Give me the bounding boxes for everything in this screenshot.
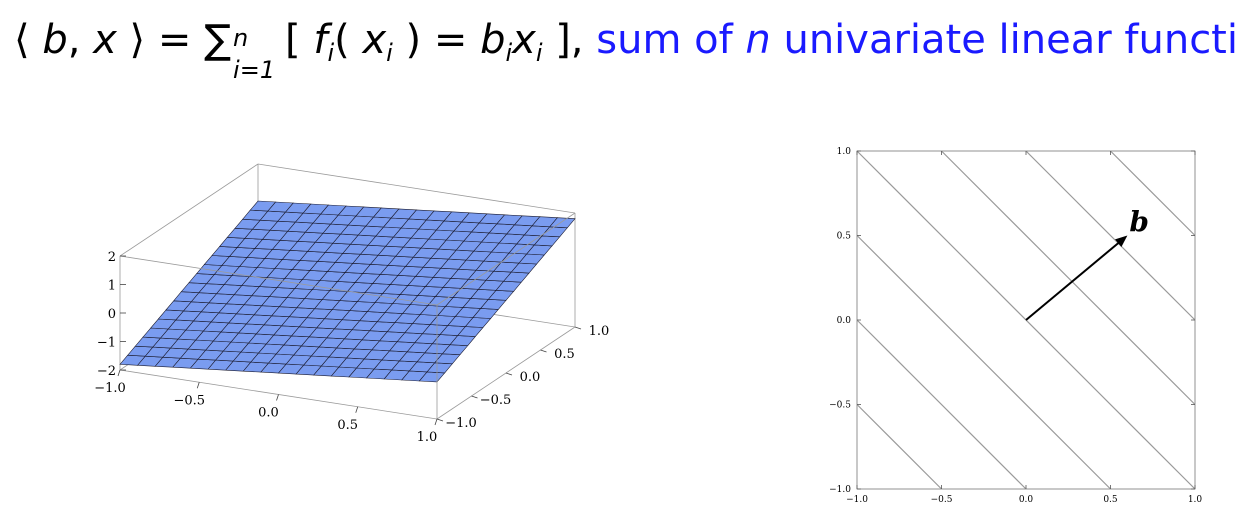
contour-line: [856, 404, 942, 490]
f-subscript: i: [327, 39, 335, 67]
y-tick-label: 0.0: [837, 316, 852, 326]
z-tick-label: 2: [108, 250, 116, 265]
x-tick-label: 0.5: [337, 418, 358, 433]
y-tick-label: 0.5: [837, 232, 852, 242]
angle-close-equals: ⟩ =: [116, 17, 205, 63]
x-tick-label: 1.0: [417, 430, 438, 445]
box-edge: [119, 255, 438, 306]
angle-open: ⟨: [14, 17, 43, 63]
contour-line: [941, 150, 1196, 405]
contour-plot-2d: −1.0 −0.5 0.0 0.5 1.0 1.0 0.5 0.0 −0.5 −1.0 b: [829, 147, 1203, 505]
caption-pre: sum of: [596, 17, 746, 63]
caption: sum of n univariate linear functions: [596, 17, 1240, 63]
contour-line: [1110, 150, 1196, 236]
var-x2: x: [512, 17, 536, 63]
y-tick-mark: [436, 418, 444, 422]
y-tick-label: −1.0: [445, 416, 477, 431]
contour-line: [856, 235, 1111, 490]
x-tick-label: 0.0: [1019, 495, 1034, 505]
caption-n: n: [745, 17, 771, 63]
x-tick-label: −1.0: [846, 495, 868, 505]
paren-open: (: [334, 17, 363, 63]
y-tick-label: −0.5: [829, 401, 851, 411]
x-tick-mark: [276, 394, 279, 401]
y-tick-label: 0.5: [554, 347, 575, 362]
y-tick-label: −0.5: [480, 393, 512, 408]
x-tick-label: −1.0: [94, 381, 126, 396]
contour-line: [856, 319, 1027, 490]
x2-subscript: i: [535, 39, 543, 67]
xi-subscript: i: [386, 39, 393, 67]
var-x: x: [93, 17, 117, 63]
surface-plot-3d: 210−1−2−1.0−0.50.00.51.0−1.0−0.50.00.51.…: [94, 163, 610, 445]
var-xi: x: [362, 17, 387, 63]
z-tick-label: 1: [108, 279, 116, 294]
bracket-close: ],: [542, 17, 584, 63]
x-tick-label: 1.0: [1188, 495, 1203, 505]
z-tick-label: −1: [97, 336, 116, 351]
bracket-open: [: [285, 17, 314, 63]
y-tick-label: 1.0: [589, 324, 610, 339]
x-tick-label: −0.5: [173, 393, 205, 408]
caption-post: univariate linear functions: [783, 17, 1240, 63]
x-tick-label: 0.5: [1103, 495, 1118, 505]
x-tick-mark: [117, 369, 121, 377]
box-edge: [257, 163, 576, 214]
y-tick-mark: [574, 326, 582, 330]
sum-lower: i=1: [233, 56, 276, 84]
y-tick-mark: [540, 349, 547, 353]
vector-b-label: b: [1129, 206, 1149, 239]
z-tick-label: 0: [108, 307, 116, 322]
comma: ,: [67, 17, 94, 63]
var-b2: b: [480, 17, 506, 63]
x-tick-mark: [196, 382, 200, 389]
y-tick-mark: [505, 372, 513, 376]
y-tick-label: 1.0: [837, 147, 852, 157]
vector-b-shaft: [1025, 240, 1122, 321]
z-tick-label: −2: [97, 364, 116, 379]
paren-close-equals: ) =: [392, 17, 481, 63]
surface-mesh: [119, 200, 576, 383]
y-tick-mark: [471, 395, 478, 399]
sum-upper: n: [233, 24, 249, 52]
var-b: b: [42, 17, 68, 63]
y-tick-label: −1.0: [829, 485, 851, 495]
box-edge: [119, 163, 259, 257]
headline-formula: ⟨ b, x ⟩ = ∑ n i=1[ fi( xi ) = bixi ], sum…: [14, 10, 1240, 84]
x-tick-mark: [434, 418, 438, 426]
vector-b-arrowhead: [1114, 235, 1128, 248]
sum-limits: n i=1: [231, 22, 285, 84]
sum-symbol: ∑: [204, 17, 232, 63]
contour-line: [1025, 150, 1196, 321]
box-edge: [436, 212, 576, 306]
x-tick-label: 0.0: [258, 406, 279, 421]
x-tick-label: −0.5: [931, 495, 953, 505]
y-tick-label: 0.0: [520, 370, 541, 385]
var-f: f: [313, 17, 328, 63]
x-tick-mark: [355, 406, 359, 413]
b2-subscript: i: [505, 39, 513, 67]
